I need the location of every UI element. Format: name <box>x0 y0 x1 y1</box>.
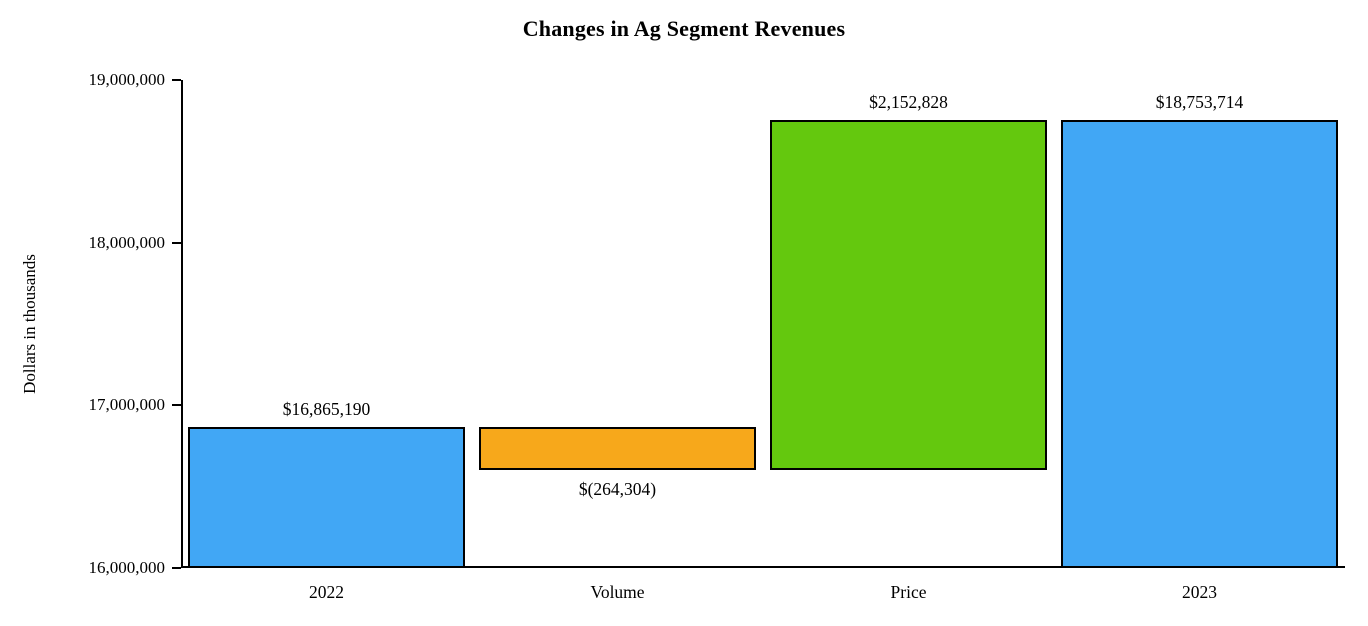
y-tick-mark <box>172 404 181 407</box>
plot-area <box>181 80 1345 568</box>
bar-price <box>770 120 1047 471</box>
bar-2022 <box>188 427 465 568</box>
y-tick-mark <box>172 79 181 81</box>
y-tick-label: 16,000,000 <box>88 558 166 577</box>
bar-value-label: $2,152,828 <box>869 92 948 113</box>
bar-volume <box>479 427 756 471</box>
bar-value-label: $16,865,190 <box>282 399 371 420</box>
bar-2023 <box>1061 120 1338 568</box>
y-tick-label: 19,000,000 <box>88 70 166 89</box>
x-axis-label: Price <box>890 582 927 602</box>
chart-title: Changes in Ag Segment Revenues <box>522 16 846 41</box>
x-axis-label: 2023 <box>1182 582 1217 602</box>
y-tick-label: 18,000,000 <box>88 232 166 252</box>
y-tick-mark <box>172 241 181 244</box>
y-axis-label: Dollars in thousands <box>20 254 39 394</box>
x-axis-label: 2022 <box>309 582 344 602</box>
bar-value-label: $18,753,714 <box>1155 92 1244 113</box>
bar-value-label: $(264,304) <box>578 479 657 500</box>
y-tick-label: 17,000,000 <box>88 395 166 415</box>
x-axis-label: Volume <box>590 582 645 602</box>
y-tick-mark <box>172 567 181 569</box>
